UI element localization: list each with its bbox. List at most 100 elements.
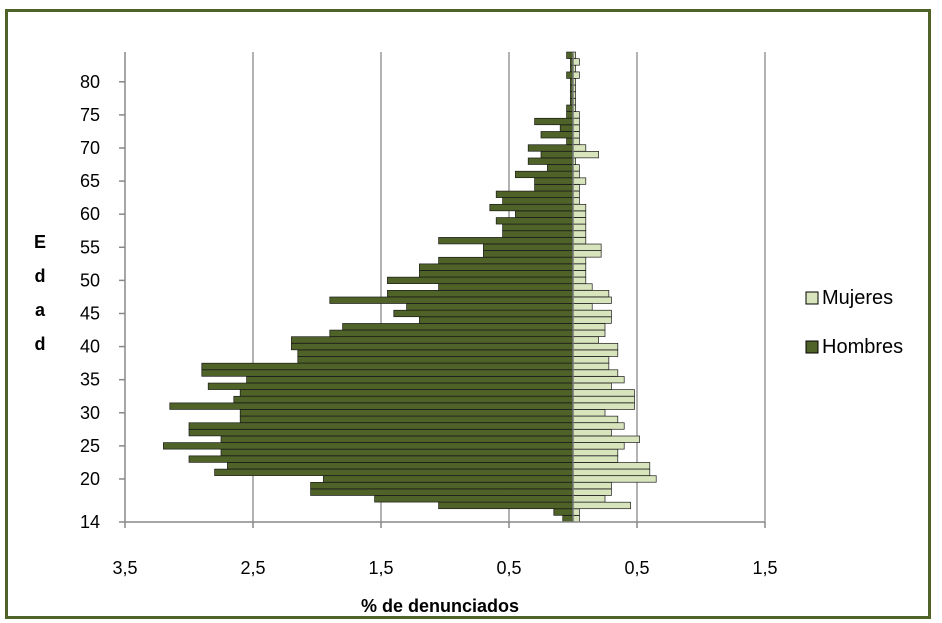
bar-mujeres — [572, 495, 606, 503]
bar-hombres — [239, 409, 574, 417]
x-tick-label: 2,5 — [240, 558, 265, 578]
y-tick-label: 65 — [80, 171, 100, 191]
bar-mujeres — [572, 117, 580, 126]
y-tick-labels: 14 20 25 30 35 40 45 50 55 60 65 70 75 80 — [80, 72, 100, 532]
bar-hombres — [188, 455, 574, 463]
bar-hombres — [310, 481, 574, 490]
bar-mujeres — [572, 369, 619, 377]
bar-hombres — [534, 117, 574, 126]
bar-mujeres — [572, 362, 610, 371]
bar-mujeres — [572, 290, 610, 298]
bar-mujeres — [572, 349, 619, 357]
bar-mujeres — [572, 415, 619, 423]
bar-mujeres — [572, 276, 587, 284]
bar-mujeres — [572, 455, 619, 463]
bar-hombres — [169, 402, 574, 410]
bar-hombres — [393, 309, 574, 318]
bar-mujeres — [572, 448, 619, 457]
bar-mujeres — [572, 184, 580, 192]
bar-mujeres — [572, 435, 640, 443]
bar-hombres — [495, 217, 574, 225]
bar-mujeres — [572, 316, 612, 324]
bar-mujeres — [572, 177, 587, 185]
bar-mujeres — [572, 402, 635, 410]
bar-mujeres — [572, 309, 612, 318]
y-tick-label: 55 — [80, 237, 100, 257]
bar-mujeres — [572, 71, 580, 79]
bar-hombres — [310, 488, 574, 496]
bar-mujeres — [572, 203, 587, 212]
bar-hombres — [297, 349, 574, 357]
bar-hombres — [419, 316, 574, 324]
bar-mujeres — [572, 263, 587, 271]
bar-mujeres — [572, 230, 587, 238]
bar-mujeres — [572, 210, 587, 218]
bar-mujeres — [572, 515, 580, 523]
bar-mujeres — [572, 389, 635, 397]
bar-mujeres — [572, 376, 625, 384]
bar-hombres — [291, 342, 574, 351]
bar-hombres — [329, 296, 574, 304]
y-tick-label: 75 — [80, 105, 100, 125]
bar-mujeres — [572, 409, 606, 417]
x-tick-labels: 3,5 2,5 1,5 0,5 0,5 1,5 — [112, 558, 777, 578]
bar-hombres — [246, 376, 574, 384]
bar-mujeres — [572, 58, 580, 66]
bar-hombres — [438, 283, 574, 291]
bar-mujeres — [572, 303, 593, 311]
bar-hombres — [201, 362, 574, 371]
bar-mujeres — [572, 243, 602, 251]
x-tick-label: 1,5 — [752, 558, 777, 578]
bar-mujeres — [572, 250, 602, 258]
bar-mujeres — [572, 217, 587, 225]
bar-hombres — [227, 462, 574, 470]
bar-hombres — [489, 203, 574, 212]
bar-mujeres — [572, 151, 599, 159]
bar-hombres — [406, 303, 574, 311]
y-tick-label: 70 — [80, 138, 100, 158]
bar-hombres — [438, 256, 574, 265]
bar-mujeres — [572, 124, 580, 132]
bar-hombres — [387, 276, 574, 284]
bar-mujeres — [572, 170, 580, 179]
bar-hombres — [515, 210, 574, 218]
bar-hombres — [188, 429, 574, 437]
bar-hombres — [483, 243, 574, 251]
bar-mujeres — [572, 256, 587, 265]
bar-hombres — [483, 250, 574, 258]
bar-mujeres — [572, 462, 651, 470]
bar-hombres — [207, 382, 574, 390]
bar-hombres — [566, 137, 574, 145]
bar-hombres — [239, 415, 574, 423]
bar-mujeres — [572, 237, 587, 245]
bar-mujeres — [572, 508, 580, 516]
bar-mujeres — [572, 329, 606, 337]
bar-hombres — [527, 157, 574, 165]
x-tick-label: 3,5 — [112, 558, 137, 578]
bar-mujeres — [572, 481, 612, 490]
y-tick-label: 60 — [80, 204, 100, 224]
bar-hombres — [329, 329, 574, 337]
bar-hombres — [540, 131, 574, 139]
bar-hombres — [559, 124, 574, 132]
bar-hombres — [220, 435, 574, 443]
bar-hombres — [297, 356, 574, 364]
x-tick-label: 1,5 — [368, 558, 393, 578]
bar-hombres — [323, 475, 574, 483]
bar-mujeres — [572, 283, 593, 291]
bar-hombres — [201, 369, 574, 377]
y-tick-label: 14 — [80, 512, 100, 532]
bar-hombres — [502, 230, 574, 238]
y-tick-label: 35 — [80, 370, 100, 390]
bar-hombres — [419, 263, 574, 271]
bar-hombres — [374, 495, 574, 503]
bar-hombres — [239, 389, 574, 397]
bars-mujeres — [572, 51, 657, 523]
bar-mujeres — [572, 164, 580, 172]
bar-hombres — [527, 144, 574, 152]
bar-hombres — [540, 151, 574, 159]
bar-hombres — [214, 468, 574, 476]
y-tick-label: 40 — [80, 337, 100, 357]
